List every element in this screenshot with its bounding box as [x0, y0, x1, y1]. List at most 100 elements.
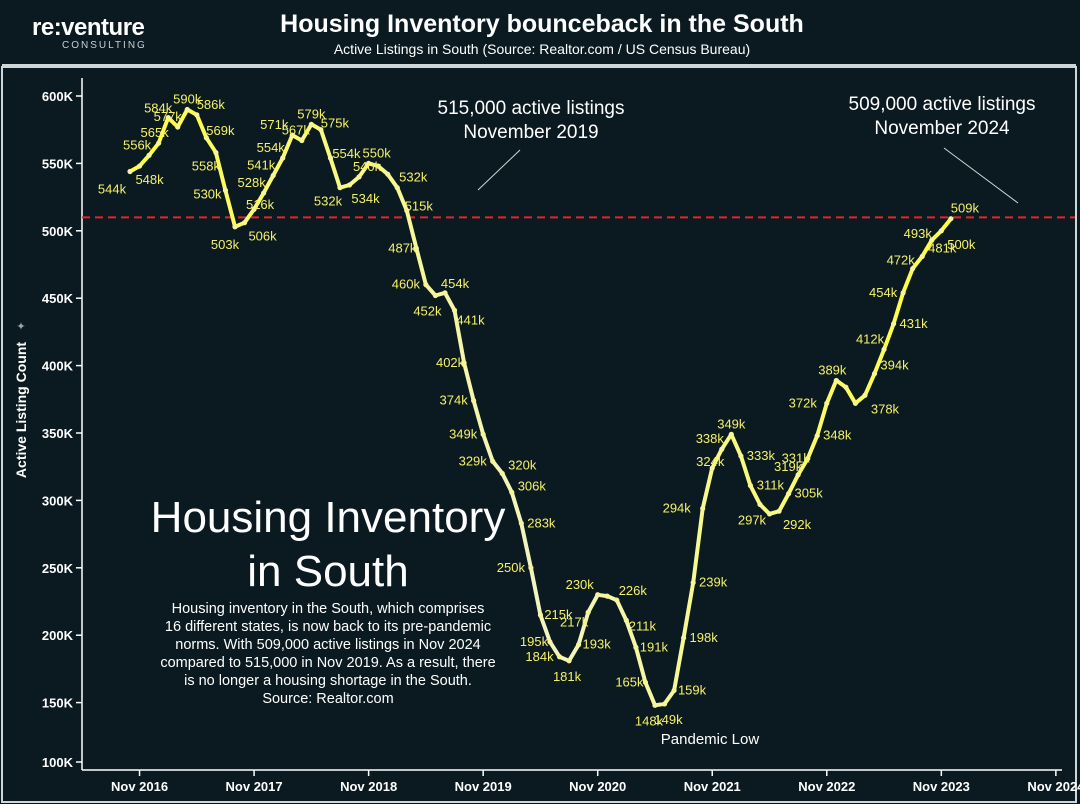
data-label: 506k — [248, 229, 277, 244]
data-label: 349k — [717, 416, 746, 431]
data-point — [156, 140, 162, 146]
overlay-body-line1: Housing inventory in the South, which co… — [172, 601, 485, 617]
data-point — [337, 185, 343, 191]
data-label: 548k — [135, 172, 164, 187]
data-point — [776, 508, 782, 514]
data-point — [394, 185, 400, 191]
data-point — [910, 265, 916, 272]
data-point — [747, 482, 754, 489]
y-tick-label: 450K — [42, 291, 74, 306]
data-point — [852, 400, 859, 406]
data-point — [862, 392, 868, 398]
data-label: 528k — [238, 175, 267, 190]
data-label: 472k — [887, 253, 916, 268]
data-point — [308, 121, 314, 127]
data-label: 556k — [123, 137, 152, 152]
data-point — [136, 163, 143, 169]
data-label: 567k — [282, 122, 311, 137]
y-tick-label: 250K — [42, 561, 74, 576]
data-point — [719, 446, 725, 452]
x-tick-label: Nov 2024 — [1027, 779, 1080, 794]
data-label: 184k — [525, 649, 554, 664]
data-label: 558k — [192, 159, 221, 174]
data-label: 571k — [260, 117, 289, 132]
chart-title: Housing Inventory bounceback in the Sout… — [280, 10, 804, 38]
data-label: 311k — [757, 478, 785, 493]
x-tick-label: Nov 2018 — [340, 779, 397, 794]
data-label: 590k — [173, 91, 202, 106]
data-label: 530k — [193, 186, 222, 201]
data-label: 500k — [947, 237, 976, 252]
data-point — [270, 172, 276, 179]
data-point — [738, 453, 744, 459]
data-point — [184, 106, 190, 113]
data-label: 579k — [297, 106, 326, 121]
data-point — [537, 612, 544, 618]
data-point — [356, 174, 362, 180]
data-point — [700, 505, 706, 512]
data-label: 348k — [823, 428, 852, 443]
x-tick-label: Nov 2017 — [226, 779, 283, 794]
data-label: 532k — [314, 194, 343, 209]
outer-border — [1, 66, 1077, 803]
data-point — [690, 580, 696, 586]
data-point — [566, 658, 572, 664]
data-point — [824, 400, 830, 406]
data-label: 534k — [351, 191, 380, 206]
data-point — [480, 431, 486, 437]
data-point — [461, 360, 467, 366]
annotation-nov2024-line1: 509,000 active listings — [849, 94, 1036, 115]
data-point — [604, 593, 610, 599]
data-point — [251, 206, 257, 212]
data-point — [900, 290, 906, 296]
chart-subtitle: Active Listings in South (Source: Realto… — [333, 41, 751, 57]
data-point — [413, 245, 419, 251]
data-label: 487k — [388, 240, 417, 255]
data-point — [671, 687, 677, 694]
data-label: 460k — [392, 277, 421, 292]
data-label: 378k — [871, 401, 900, 416]
data-point — [203, 135, 209, 141]
data-point — [146, 152, 152, 158]
data-label: 211k — [629, 618, 657, 633]
data-point — [547, 639, 553, 645]
data-point — [938, 228, 944, 234]
data-label: 586k — [197, 97, 226, 112]
data-point — [786, 491, 792, 497]
data-label: 198k — [690, 630, 719, 645]
data-point — [385, 171, 391, 177]
data-label: 374k — [440, 393, 469, 408]
data-label: 532k — [399, 170, 428, 185]
data-point — [518, 520, 524, 526]
data-label: 441k — [456, 312, 485, 327]
data-label: 306k — [518, 478, 547, 493]
data-label: 541k — [247, 158, 276, 173]
data-label: 452k — [413, 304, 442, 319]
overlay-body-line6: Source: Realtor.com — [262, 691, 393, 707]
data-point — [881, 346, 887, 353]
y-tick-label: 500K — [42, 224, 74, 239]
data-point — [375, 163, 381, 169]
data-point — [175, 124, 181, 130]
data-label: 230k — [566, 577, 595, 592]
data-label: 181k — [553, 669, 582, 684]
brand-logo-subtitle: CONSULTING — [62, 40, 147, 51]
data-label: 584k — [144, 101, 173, 116]
x-tick-label: Nov 2020 — [569, 779, 626, 794]
data-label: 569k — [206, 123, 235, 138]
data-label: 191k — [640, 639, 669, 654]
y-tick-label: 100K — [42, 755, 74, 770]
data-point — [432, 292, 439, 299]
data-point — [728, 431, 734, 437]
data-point — [843, 384, 849, 390]
data-point — [241, 220, 248, 226]
y-axis-title: Active Listing Count — [13, 342, 29, 478]
data-label: 283k — [527, 515, 556, 530]
data-label: 577k — [154, 109, 183, 124]
x-tick-label: Nov 2019 — [455, 779, 512, 794]
data-label: 305k — [795, 486, 824, 501]
x-axis-ticks: Nov 2016 Nov 2017 Nov 2018 Nov 2019 Nov 2020… — [111, 770, 1080, 794]
overlay-body-line2: 16 different states, is now back to its … — [165, 619, 491, 635]
